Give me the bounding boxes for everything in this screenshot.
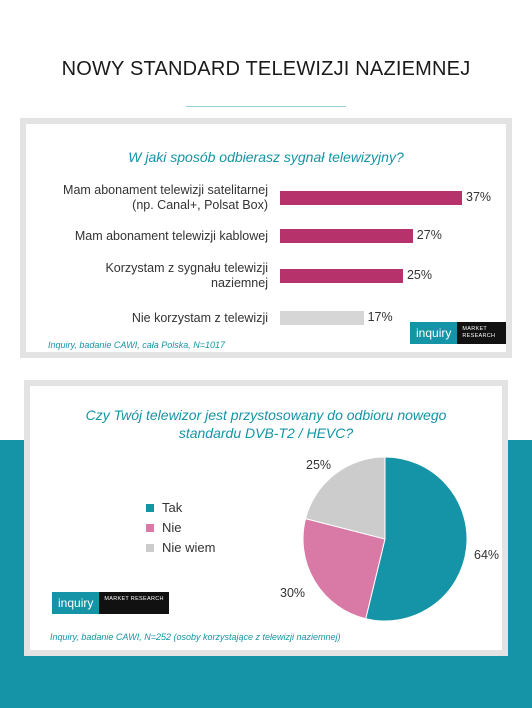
logo-sub: MARKET RESEARCH bbox=[457, 322, 506, 344]
pie-value-label: 30% bbox=[280, 586, 306, 600]
bar bbox=[280, 229, 413, 243]
bar-category-label-line: Mam abonament telewizji satelitarnej bbox=[63, 183, 268, 197]
legend-swatch bbox=[146, 503, 154, 512]
bar-category-label-line: Korzystam z sygnału telewizji bbox=[105, 261, 268, 275]
inquiry-logo: inquiry MARKET RESEARCH bbox=[52, 592, 169, 614]
bar-value-label: 27% bbox=[416, 228, 442, 242]
bar-category-label: Nie korzystam z telewizji bbox=[26, 311, 268, 326]
legend-swatch bbox=[146, 523, 154, 532]
logo-brand: inquiry bbox=[410, 322, 458, 344]
bar-category-label-line: Nie korzystam z telewizji bbox=[131, 310, 268, 325]
bar-category-label-line: naziemnej bbox=[211, 276, 268, 290]
legend-item: Nie bbox=[146, 520, 182, 535]
bar-category-label: Mam abonament telewizji kablowej bbox=[26, 229, 268, 244]
bar bbox=[280, 191, 462, 205]
logo-sub: MARKET RESEARCH bbox=[99, 592, 169, 614]
pie-slice bbox=[365, 456, 468, 622]
pie-slice bbox=[304, 456, 386, 540]
legend-label: Tak bbox=[162, 500, 183, 515]
bar-chart-source: Inquiry, badanie CAWI, cała Polska, N=10… bbox=[48, 340, 226, 350]
pie-slice bbox=[302, 518, 386, 620]
pie-chart-title-line2: standardu DVB-T2 / HEVC? bbox=[178, 425, 354, 441]
bar-category-label: Mam abonament telewizji satelitarnej (np.… bbox=[26, 183, 268, 213]
legend-label: Nie bbox=[162, 520, 182, 535]
bar-chart-card: W jaki sposób odbierasz sygnał telewizyj… bbox=[20, 118, 512, 358]
legend-item: Nie wiem bbox=[146, 540, 215, 555]
bar-category-label-line: Mam abonament telewizji kablowej bbox=[74, 228, 268, 243]
logo-brand: inquiry bbox=[52, 592, 100, 614]
pie-value-label: 64% bbox=[474, 548, 500, 562]
inquiry-logo: inquiry MARKET RESEARCH bbox=[410, 322, 506, 344]
legend-label: Nie wiem bbox=[162, 540, 216, 555]
bar-value-label: 25% bbox=[406, 268, 432, 282]
bar-value-label: 17% bbox=[367, 310, 393, 324]
bar-category-label: Korzystam z sygnału telewizji naziemnej bbox=[26, 261, 268, 291]
pie-chart-source: Inquiry, badanie CAWI, N=252 (osoby korz… bbox=[50, 632, 341, 642]
legend-swatch bbox=[146, 543, 154, 552]
pie-value-label: 25% bbox=[306, 458, 332, 472]
bar bbox=[280, 311, 364, 325]
bar-category-label-line: (np. Canal+, Polsat Box) bbox=[132, 198, 268, 212]
bar-value-label: 37% bbox=[466, 190, 492, 204]
bar-chart-title: W jaki sposób odbierasz sygnał telewizyj… bbox=[128, 149, 404, 165]
pie-chart-title-line1: Czy Twój telewizor jest przystosowany do… bbox=[85, 407, 447, 423]
title-divider bbox=[186, 106, 346, 107]
legend-item: Tak bbox=[146, 500, 182, 515]
page-title: NOWY STANDARD TELEWIZJI NAZIEMNEJ bbox=[61, 58, 471, 80]
pie-chart bbox=[302, 456, 468, 622]
bar bbox=[280, 269, 403, 283]
pie-chart-card: Czy Twój telewizor jest przystosowany do… bbox=[24, 380, 508, 656]
